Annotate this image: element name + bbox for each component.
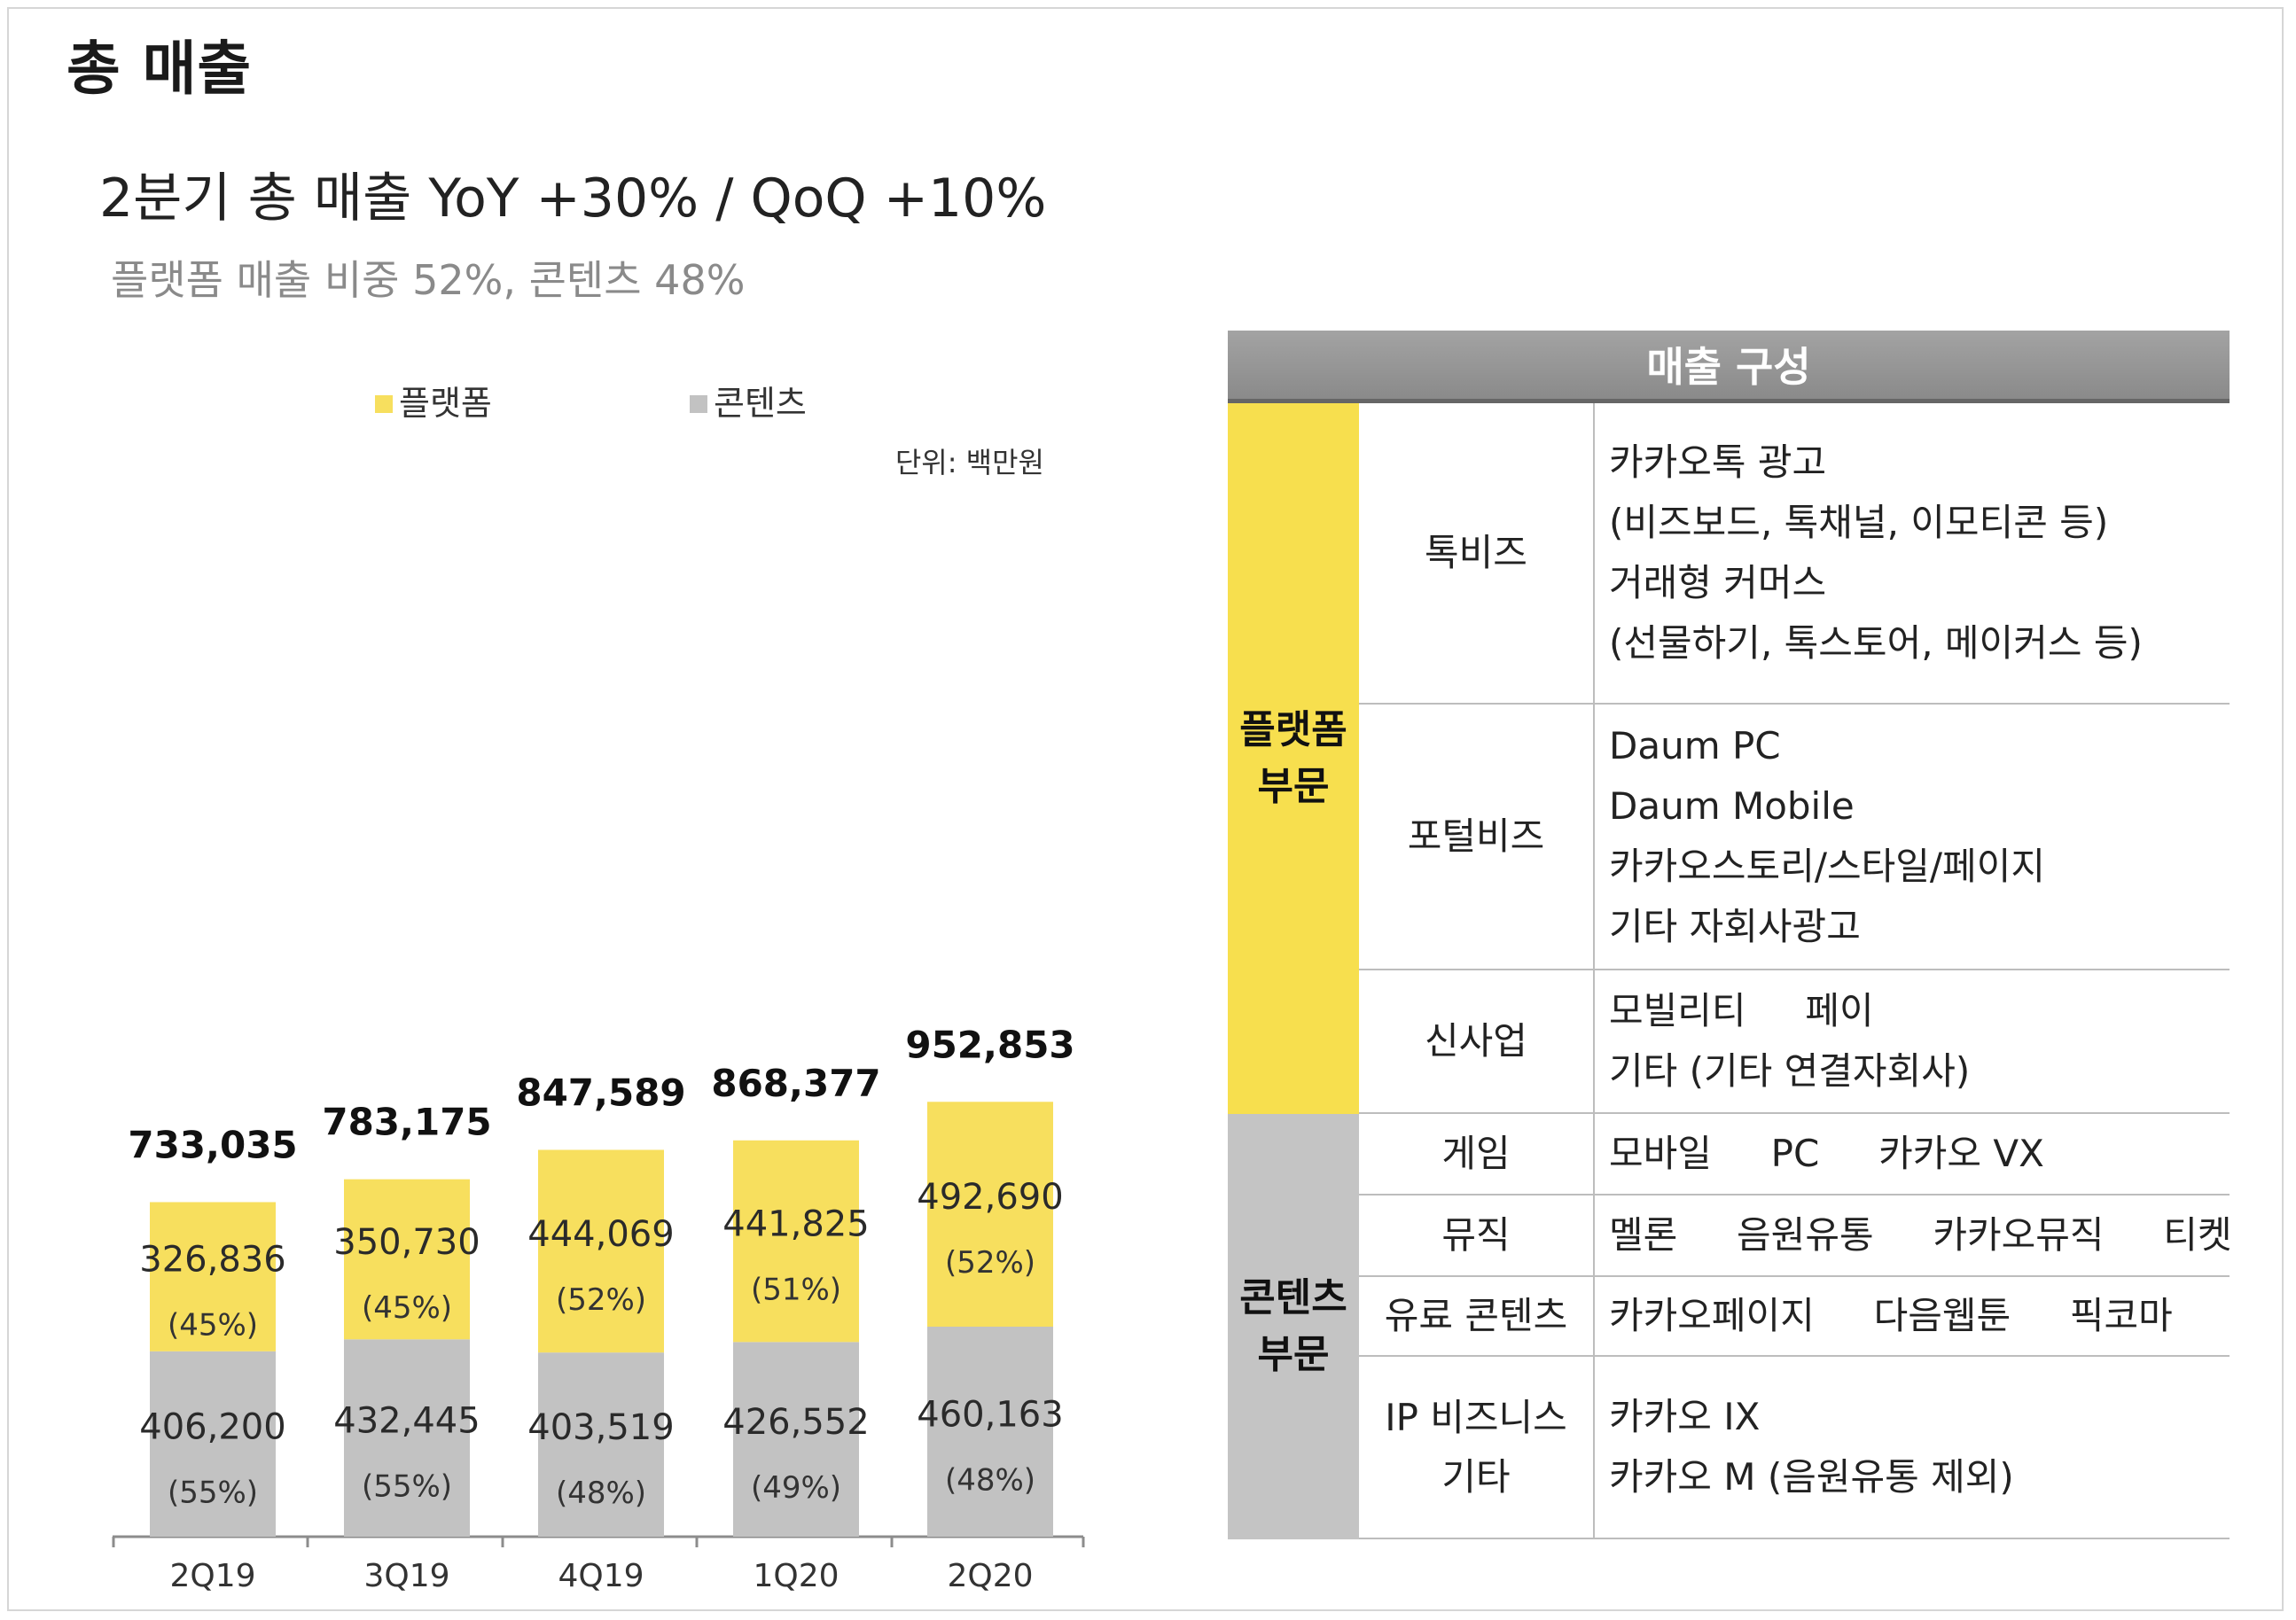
content-value-1Q20: 426,552 <box>722 1402 869 1443</box>
table-row: 뮤직 멜론 음원유통 카카오뮤직 티켓 <box>1359 1196 2232 1277</box>
bar-platform-2Q20 <box>927 1102 1053 1328</box>
row-name: 포털비즈 <box>1359 705 1595 969</box>
row-name: 뮤직 <box>1359 1196 1595 1275</box>
x-tick-label-2Q19: 2Q19 <box>169 1558 255 1594</box>
table-row: IP 비즈니스 기타 카카오 IX 카카오 M (음원유통 제외) <box>1359 1357 2230 1539</box>
total-label-2Q19: 733,035 <box>128 1123 297 1166</box>
bar-platform-1Q20 <box>733 1140 859 1343</box>
platform-percent-1Q20: (51%) <box>751 1273 841 1308</box>
item-line: 모바일 PC 카카오 VX <box>1609 1132 2044 1175</box>
row-items: 카카오 IX 카카오 M (음원유통 제외) <box>1595 1357 2230 1538</box>
platform-value-3Q19: 350,730 <box>333 1222 480 1263</box>
x-tick-label-2Q20: 2Q20 <box>947 1558 1033 1594</box>
platform-value-2Q20: 492,690 <box>917 1177 1063 1218</box>
item-line: 기타 자회사광고 <box>1609 905 1861 948</box>
row-name: 톡비즈 <box>1359 403 1595 703</box>
total-label-3Q19: 783,175 <box>322 1101 491 1144</box>
legend-swatch-platform <box>375 395 393 413</box>
content-percent-2Q20: (48%) <box>945 1463 1035 1499</box>
item-line: 기타 (기타 연결자회사) <box>1609 1049 1971 1093</box>
bar-content-1Q20 <box>733 1342 859 1537</box>
total-label-1Q20: 868,377 <box>711 1062 880 1105</box>
item-line: 카카오스토리/스타일/페이지 <box>1609 845 2045 888</box>
content-percent-1Q20: (49%) <box>751 1470 841 1506</box>
platform-value-1Q20: 441,825 <box>722 1204 869 1245</box>
table-row: 게임 모바일 PC 카카오 VX <box>1359 1114 2230 1196</box>
row-name: 유료 콘텐츠 <box>1359 1277 1595 1355</box>
bar-content-4Q19 <box>538 1352 664 1537</box>
content-percent-3Q19: (55%) <box>362 1469 452 1505</box>
slide-frame <box>7 7 2284 1611</box>
content-value-2Q20: 460,163 <box>917 1395 1063 1436</box>
platform-percent-2Q19: (45%) <box>168 1308 258 1344</box>
bar-content-2Q19 <box>150 1351 276 1537</box>
bar-platform-4Q19 <box>538 1149 664 1353</box>
segment-platform: 플랫폼 부문 <box>1228 403 1359 1114</box>
table-header: 매출 구성 <box>1228 331 2230 403</box>
bar-content-3Q19 <box>344 1339 470 1537</box>
content-value-3Q19: 432,445 <box>333 1401 480 1442</box>
item-line: 거래형 커머스 <box>1609 561 1827 604</box>
platform-percent-4Q19: (52%) <box>556 1282 646 1318</box>
row-items: 멜론 음원유통 카카오뮤직 티켓 <box>1595 1196 2232 1275</box>
content-value-2Q19: 406,200 <box>139 1406 285 1447</box>
row-items: 카카오톡 광고 (비즈보드, 톡채널, 이모티콘 등) 거래형 커머스 (선물하기, … <box>1595 403 2230 703</box>
item-line: Daum Mobile <box>1609 784 1855 828</box>
platform-value-4Q19: 444,069 <box>527 1214 674 1255</box>
item-line: 카카오톡 광고 <box>1609 440 1827 484</box>
item-line: 모빌리티 페이 <box>1609 989 1874 1032</box>
item-line: 멜론 음원유통 카카오뮤직 티켓 <box>1609 1213 2232 1257</box>
table-row: 신사업 모빌리티 페이 기타 (기타 연결자회사) <box>1359 970 2230 1114</box>
content-percent-2Q19: (55%) <box>168 1475 258 1510</box>
row-name: IP 비즈니스 기타 <box>1359 1357 1595 1538</box>
total-label-4Q19: 847,589 <box>516 1071 685 1114</box>
item-line: (선물하기, 톡스토어, 메이커스 등) <box>1609 621 2143 665</box>
bar-platform-3Q19 <box>344 1179 470 1340</box>
segment-content: 콘텐츠 부문 <box>1228 1114 1359 1539</box>
x-tick-label-1Q20: 1Q20 <box>753 1558 839 1594</box>
legend-swatch-content <box>690 395 707 413</box>
platform-value-2Q19: 326,836 <box>139 1240 285 1281</box>
subline: 플랫폼 매출 비중 52%, 콘텐츠 48% <box>111 256 746 304</box>
content-value-4Q19: 403,519 <box>527 1407 674 1448</box>
row-name: 게임 <box>1359 1114 1595 1194</box>
item-line: 카카오 IX <box>1609 1395 1761 1438</box>
legend-label-content: 콘텐츠 <box>714 384 807 423</box>
content-percent-4Q19: (48%) <box>556 1476 646 1511</box>
table-row: 톡비즈 카카오톡 광고 (비즈보드, 톡채널, 이모티콘 등) 거래형 커머스 (선물하… <box>1359 403 2230 705</box>
item-line: 카카오페이지 다음웹툰 픽코마 <box>1609 1294 2173 1337</box>
row-name: 신사업 <box>1359 970 1595 1112</box>
item-line: (비즈보드, 톡채널, 이모티콘 등) <box>1609 501 2109 544</box>
page-title: 총 매출 <box>66 35 253 103</box>
platform-percent-3Q19: (45%) <box>362 1290 452 1326</box>
platform-percent-2Q20: (52%) <box>945 1245 1035 1281</box>
headline: 2분기 총 매출 YoY +30% / QoQ +10% <box>99 167 1047 230</box>
total-label-2Q20: 952,853 <box>905 1023 1074 1066</box>
row-items: 모바일 PC 카카오 VX <box>1595 1114 2230 1194</box>
x-tick-label-4Q19: 4Q19 <box>558 1558 644 1594</box>
row-items: 카카오페이지 다음웹툰 픽코마 <box>1595 1277 2230 1355</box>
table-row: 유료 콘텐츠 카카오페이지 다음웹툰 픽코마 <box>1359 1277 2230 1357</box>
bar-platform-2Q19 <box>150 1202 276 1351</box>
bar-content-2Q20 <box>927 1327 1053 1537</box>
x-tick-label-3Q19: 3Q19 <box>363 1558 449 1594</box>
unit-label: 단위: 백만원 <box>895 446 1044 479</box>
item-line: 카카오 M (음원유통 제외) <box>1609 1455 2014 1499</box>
legend-label-platform: 플랫폼 <box>399 384 492 423</box>
item-line: Daum PC <box>1609 724 1781 767</box>
